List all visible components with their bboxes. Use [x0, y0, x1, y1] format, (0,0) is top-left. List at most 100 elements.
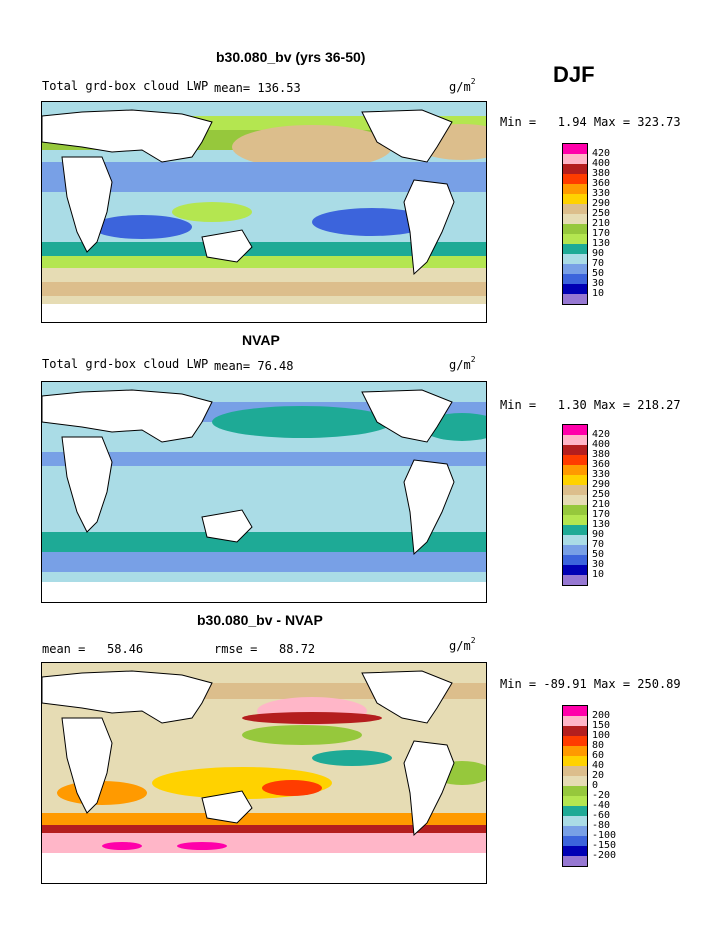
colorbar-swatch: [563, 465, 587, 475]
colorbar-swatch: [563, 224, 587, 234]
colorbar-swatch: [563, 435, 587, 445]
colorbar-swatch: [563, 485, 587, 495]
colorbar-label: 130: [592, 519, 611, 530]
colorbar-swatch: [563, 284, 587, 294]
colorbar-swatch: [563, 144, 587, 154]
colorbar-swatch: [563, 776, 587, 786]
panel1-map: [41, 101, 487, 323]
colorbar-label: 100: [592, 730, 611, 741]
colorbar-label: 400: [592, 158, 611, 169]
colorbar-label: 290: [592, 198, 611, 209]
panel3-units: g/m2: [449, 636, 476, 653]
colorbar-label: 200: [592, 710, 611, 721]
colorbar-swatch: [563, 856, 587, 866]
colorbar-label: -100: [592, 830, 617, 841]
colorbar-label: 170: [592, 509, 611, 520]
colorbar-swatch: [563, 826, 587, 836]
panel1-units: g/m2: [449, 77, 476, 94]
panel1-minmax: Min = 1.94 Max = 323.73: [500, 115, 681, 129]
colorbar-label: 210: [592, 218, 611, 229]
colorbar-swatch: [563, 254, 587, 264]
colorbar-label: -150: [592, 840, 617, 851]
colorbar-label: 90: [592, 248, 605, 259]
colorbar-swatch: [563, 756, 587, 766]
colorbar-label: -200: [592, 850, 617, 861]
colorbar-label: 290: [592, 479, 611, 490]
panel3-mean: mean = 58.46: [42, 642, 144, 656]
panel2-colorbar: [562, 424, 588, 586]
colorbar-label: 330: [592, 188, 611, 199]
colorbar-label: 10: [592, 569, 605, 580]
colorbar-swatch: [563, 515, 587, 525]
panel1-coastlines: [42, 109, 455, 276]
colorbar-label: 70: [592, 258, 605, 269]
colorbar-swatch: [563, 706, 587, 716]
colorbar-label: 60: [592, 750, 605, 761]
colorbar-swatch: [563, 505, 587, 515]
colorbar-label: 250: [592, 208, 611, 219]
colorbar-swatch: [563, 184, 587, 194]
colorbar-label: 380: [592, 449, 611, 460]
colorbar-label: 40: [592, 760, 605, 771]
colorbar-label: 70: [592, 539, 605, 550]
colorbar-swatch: [563, 846, 587, 856]
colorbar-swatch: [563, 806, 587, 816]
panel3-colorbar: [562, 705, 588, 867]
colorbar-label: -20: [592, 790, 611, 801]
panel2-coastlines: [42, 389, 455, 556]
colorbar-swatch: [563, 525, 587, 535]
panel1-colorbar: [562, 143, 588, 305]
colorbar-swatch: [563, 535, 587, 545]
panel1-title: b30.080_bv (yrs 36-50): [216, 49, 366, 65]
panel3-minmax: Min = -89.91 Max = 250.89: [500, 677, 681, 691]
panel1-subtitle: Total grd-box cloud LWP: [42, 79, 209, 93]
colorbar-label: 420: [592, 148, 611, 159]
colorbar-label: 30: [592, 278, 605, 289]
colorbar-swatch: [563, 234, 587, 244]
colorbar-swatch: [563, 204, 587, 214]
panel3-title: b30.080_bv - NVAP: [197, 612, 323, 628]
panel2-subtitle: Total grd-box cloud LWP: [42, 357, 209, 371]
colorbar-label: 50: [592, 268, 605, 279]
colorbar-swatch: [563, 154, 587, 164]
colorbar-swatch: [563, 545, 587, 555]
panel3-rmse: rmse = 88.72: [214, 642, 316, 656]
colorbar-label: -60: [592, 810, 611, 821]
colorbar-swatch: [563, 164, 587, 174]
panel2-units: g/m2: [449, 355, 476, 372]
colorbar-swatch: [563, 455, 587, 465]
colorbar-swatch: [563, 565, 587, 575]
colorbar-label: 380: [592, 168, 611, 179]
colorbar-swatch: [563, 244, 587, 254]
colorbar-label: 10: [592, 288, 605, 299]
colorbar-swatch: [563, 746, 587, 756]
panel2-title: NVAP: [242, 332, 280, 348]
colorbar-swatch: [563, 264, 587, 274]
colorbar-swatch: [563, 816, 587, 826]
colorbar-label: -80: [592, 820, 611, 831]
colorbar-label: 360: [592, 459, 611, 470]
colorbar-label: 330: [592, 469, 611, 480]
colorbar-swatch: [563, 445, 587, 455]
colorbar-swatch: [563, 555, 587, 565]
colorbar-swatch: [563, 194, 587, 204]
colorbar-swatch: [563, 575, 587, 585]
colorbar-label: 30: [592, 559, 605, 570]
colorbar-swatch: [563, 214, 587, 224]
colorbar-label: -40: [592, 800, 611, 811]
colorbar-swatch: [563, 716, 587, 726]
colorbar-swatch: [563, 766, 587, 776]
panel2-map: [41, 381, 487, 603]
colorbar-swatch: [563, 294, 587, 304]
colorbar-swatch: [563, 475, 587, 485]
colorbar-label: 250: [592, 489, 611, 500]
colorbar-label: 420: [592, 429, 611, 440]
colorbar-swatch: [563, 726, 587, 736]
colorbar-swatch: [563, 274, 587, 284]
panel2-minmax: Min = 1.30 Max = 218.27: [500, 398, 681, 412]
colorbar-swatch: [563, 174, 587, 184]
colorbar-label: 50: [592, 549, 605, 560]
colorbar-label: 130: [592, 238, 611, 249]
colorbar-swatch: [563, 495, 587, 505]
colorbar-label: 20: [592, 770, 605, 781]
